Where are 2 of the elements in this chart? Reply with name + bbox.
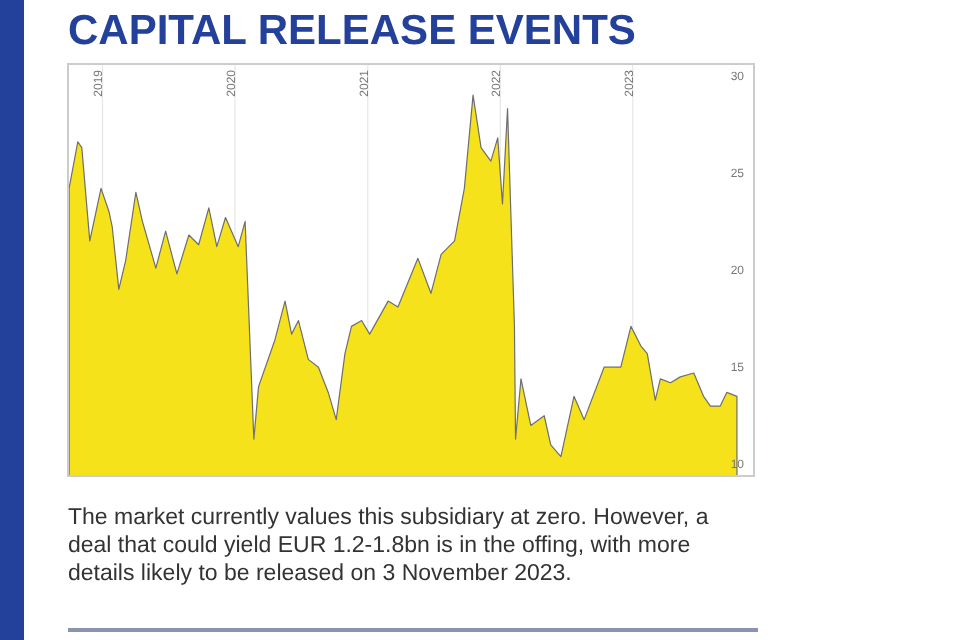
text: The market currently values this subsidiary at zero. However, a deal that could yield EUR 1.2-1.8bn is in the offing, with more details likely to be released on 3 November 2023.	[68, 506, 710, 586]
chart-title: CAPITAL RELEASE EVENTS	[68, 8, 636, 54]
